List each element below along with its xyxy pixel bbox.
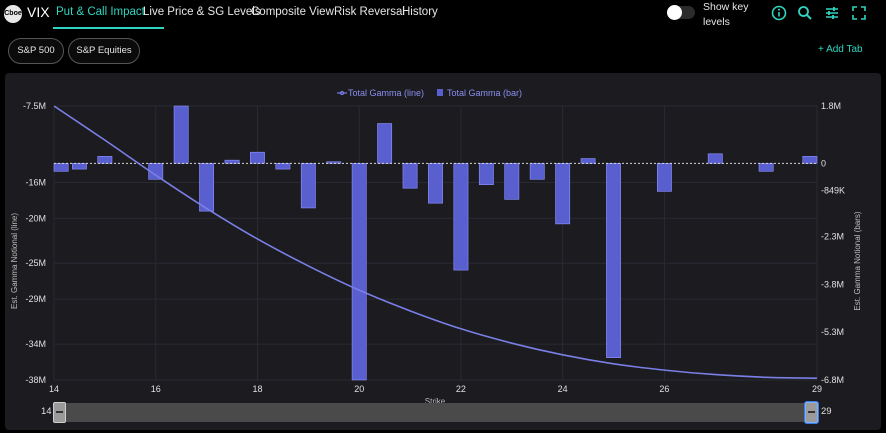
legend-line-label[interactable]: Total Gamma (line) <box>348 88 424 98</box>
legend-bar-marker <box>437 89 443 96</box>
gamma-bar[interactable] <box>555 163 571 225</box>
show-key-levels-toggle[interactable] <box>667 5 695 20</box>
y-right-tick-label: 1.8M <box>821 101 841 111</box>
x-tick-label: 14 <box>49 384 59 394</box>
toggle-knob <box>667 5 682 20</box>
gamma-chart: Total Gamma (line) Total Gamma (bar) -7.… <box>10 88 862 406</box>
range-min-label: 14 <box>41 406 52 417</box>
gamma-bar[interactable] <box>53 163 69 172</box>
gamma-bar[interactable] <box>478 163 494 185</box>
gamma-bar[interactable] <box>224 159 240 164</box>
gamma-bar[interactable] <box>529 163 545 180</box>
gamma-bar[interactable] <box>707 153 723 164</box>
y-right-tick-label: -5.3M <box>821 327 844 337</box>
y-left-tick-label: -34M <box>25 339 46 349</box>
range-handle-left[interactable] <box>53 402 66 423</box>
top-bar: Cboe VIX Put & Call Impact Live Price & … <box>0 0 886 29</box>
show-key-levels-label: Show key levels <box>703 1 749 28</box>
gamma-bar[interactable] <box>199 163 215 212</box>
tab-put-call-impact[interactable]: Put & Call Impact <box>56 6 145 18</box>
info-icon[interactable] <box>770 4 788 22</box>
y-right-tick-label: -849K <box>821 185 845 195</box>
gamma-bar[interactable] <box>504 163 520 200</box>
y-left-tick-label: -20M <box>25 213 46 223</box>
gamma-bar[interactable] <box>97 156 113 164</box>
tab-history[interactable]: History <box>402 6 438 18</box>
total-gamma-line[interactable] <box>53 105 818 380</box>
y-axis-right-title: Est. Gamma Notional (bars) <box>853 211 862 310</box>
range-max-label: 29 <box>821 406 832 417</box>
gamma-bar[interactable] <box>377 123 393 164</box>
gamma-bar[interactable] <box>802 156 818 164</box>
tab-risk-reversal[interactable]: Risk Reversal <box>334 6 405 18</box>
x-tick-label: 20 <box>354 384 364 394</box>
gamma-bar[interactable] <box>402 163 418 189</box>
search-icon[interactable] <box>796 4 814 22</box>
y-right-tick-label: -6.8M <box>821 375 844 385</box>
x-tick-label: 16 <box>151 384 161 394</box>
chart-panel: Total Gamma (line) Total Gamma (bar) -7.… <box>5 73 881 430</box>
ticker-symbol: VIX <box>27 4 50 20</box>
sliders-icon[interactable] <box>823 4 841 22</box>
range-handle-right[interactable] <box>805 402 818 423</box>
gamma-bar[interactable] <box>606 163 621 358</box>
legend-line-dot <box>339 90 345 96</box>
cboe-logo: Cboe <box>4 5 22 23</box>
chip-sp-equities[interactable]: S&P Equities <box>68 38 140 64</box>
x-tick-label: 22 <box>456 384 466 394</box>
y-right-tick-label: 0 <box>821 158 826 168</box>
gamma-bar[interactable] <box>72 163 87 170</box>
gamma-bar[interactable] <box>326 161 342 164</box>
gamma-bar[interactable] <box>580 158 596 164</box>
y-left-tick-label: -25M <box>25 258 46 268</box>
gamma-bar[interactable] <box>300 163 316 209</box>
gamma-bar[interactable] <box>351 163 367 381</box>
gamma-bar[interactable] <box>758 163 774 172</box>
y-left-tick-label: -16M <box>25 177 46 187</box>
add-tab-button[interactable]: + Add Tab <box>818 44 863 55</box>
gamma-bar[interactable] <box>173 105 189 164</box>
x-tick-label: 18 <box>252 384 262 394</box>
y-axis-left-title: Est. Gamma Notional (line) <box>10 213 19 309</box>
x-tick-label: 29 <box>812 384 822 394</box>
chip-sp500[interactable]: S&P 500 <box>8 38 64 64</box>
fullscreen-icon[interactable] <box>850 4 868 22</box>
gamma-bar[interactable] <box>428 163 443 204</box>
x-tick-label: 26 <box>659 384 669 394</box>
y-right-tick-label: -3.8M <box>821 279 844 289</box>
tab-composite-view[interactable]: Composite View <box>251 6 334 18</box>
active-tab-indicator <box>53 27 164 29</box>
x-axis-title: Strike <box>425 397 446 406</box>
gamma-bar[interactable] <box>453 163 469 271</box>
legend-bar-label[interactable]: Total Gamma (bar) <box>447 88 522 98</box>
x-tick-label: 24 <box>558 384 568 394</box>
range-slider[interactable] <box>53 402 818 423</box>
gamma-bar[interactable] <box>656 163 672 192</box>
y-right-tick-label: -2.3M <box>821 232 844 242</box>
chart-legend: Total Gamma (line) Total Gamma (bar) <box>337 88 522 98</box>
gamma-bar[interactable] <box>250 151 265 164</box>
y-left-tick-label: -38M <box>25 375 46 385</box>
y-left-tick-label: -29M <box>25 294 46 304</box>
y-left-tick-label: -7.5M <box>23 101 46 111</box>
tab-live-price-sg-levels[interactable]: Live Price & SG Levels <box>143 6 261 18</box>
gamma-bar[interactable] <box>275 163 291 170</box>
